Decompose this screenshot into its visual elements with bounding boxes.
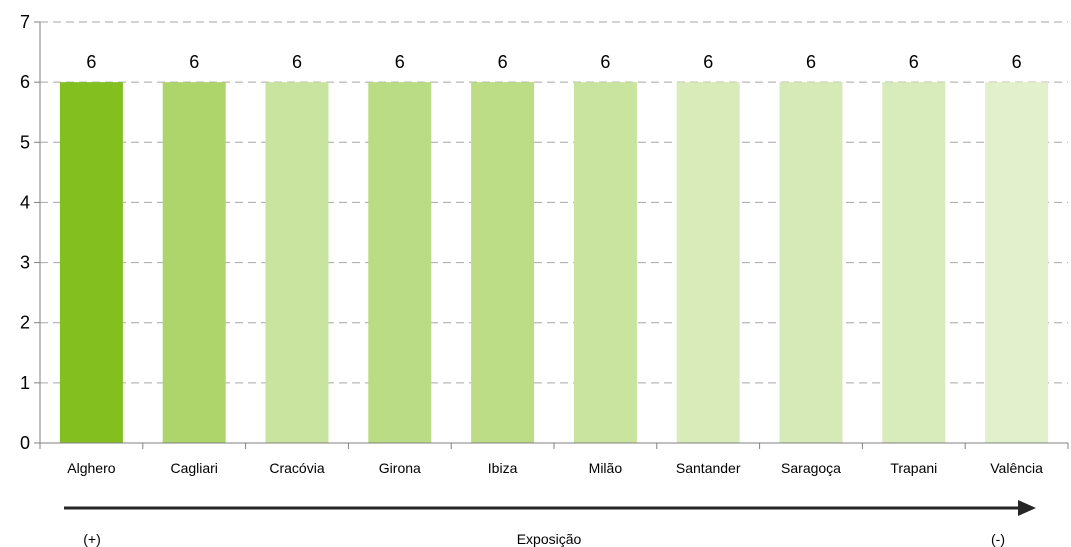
data-label: 6 (292, 52, 302, 72)
category-label: Santander (676, 460, 741, 476)
data-label: 6 (703, 52, 713, 72)
exposure-low-label: (-) (991, 531, 1005, 547)
y-axis: 0 1 2 3 4 5 6 7 (20, 12, 41, 453)
y-tick-label: 1 (20, 373, 30, 393)
bar-alghero (59, 82, 123, 444)
category-label: Alghero (67, 460, 115, 476)
category-label: Milão (589, 460, 623, 476)
y-tick-label: 6 (20, 72, 30, 92)
category-label: Trapani (890, 460, 937, 476)
y-tick-label: 4 (20, 192, 30, 212)
data-label: 6 (909, 52, 919, 72)
bar-cracóvia (265, 82, 329, 444)
data-labels: 6 6 6 6 6 6 6 6 6 6 (86, 52, 1021, 72)
y-tick-label: 7 (20, 12, 30, 32)
category-label: Ibiza (488, 460, 518, 476)
bar-cagliari (162, 82, 226, 444)
exposure-high-label: (+) (83, 531, 101, 547)
data-label: 6 (86, 52, 96, 72)
x-axis: Alghero Cagliari Cracóvia Girona Ibiza Milão S… (39, 442, 1069, 476)
bar-girona (368, 82, 432, 444)
bar-ibiza (471, 82, 535, 444)
exposure-axis-label: Exposição (517, 531, 582, 547)
y-tick-label: 5 (20, 132, 30, 152)
category-label: Cracóvia (269, 460, 324, 476)
category-label: Saragoça (781, 460, 841, 476)
data-label: 6 (189, 52, 199, 72)
data-label: 6 (600, 52, 610, 72)
category-label: Cagliari (170, 460, 217, 476)
bar-santander (676, 82, 740, 444)
y-tick-label: 0 (20, 433, 30, 453)
y-tick-label: 3 (20, 253, 30, 273)
data-label: 6 (395, 52, 405, 72)
bar-valência (985, 82, 1049, 444)
category-label: Girona (379, 460, 421, 476)
bar-milão (573, 82, 637, 444)
y-tick-label: 2 (20, 313, 30, 333)
exposure-axis: (+) Exposição (-) (64, 500, 1036, 547)
category-label: Valência (990, 460, 1043, 476)
bar-trapani (882, 82, 946, 444)
exposure-arrow-head (1018, 500, 1036, 516)
bars (59, 82, 1049, 444)
data-label: 6 (498, 52, 508, 72)
data-label: 6 (806, 52, 816, 72)
bar-saragoça (779, 82, 843, 444)
data-label: 6 (1012, 52, 1022, 72)
